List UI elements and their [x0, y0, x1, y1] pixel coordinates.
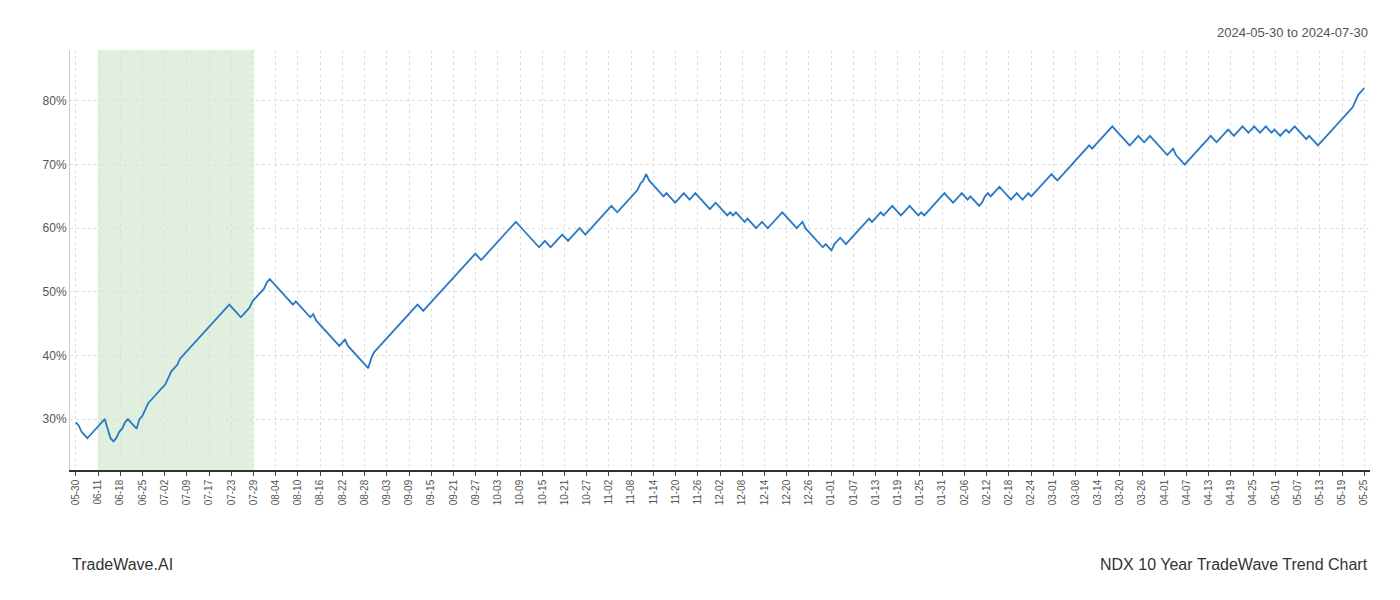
svg-text:05-19: 05-19 [1336, 479, 1347, 505]
svg-text:50%: 50% [43, 285, 67, 299]
svg-text:05-30: 05-30 [70, 479, 81, 505]
svg-text:11-26: 11-26 [692, 479, 703, 504]
svg-text:60%: 60% [43, 221, 67, 235]
svg-text:12-08: 12-08 [736, 479, 747, 505]
svg-text:06-11: 06-11 [92, 479, 103, 504]
svg-text:07-09: 07-09 [181, 479, 192, 505]
svg-text:07-23: 07-23 [226, 479, 237, 505]
svg-text:03-14: 03-14 [1092, 479, 1103, 505]
svg-text:03-01: 03-01 [1047, 479, 1058, 505]
svg-text:03-26: 03-26 [1136, 479, 1147, 505]
svg-text:04-07: 04-07 [1181, 479, 1192, 505]
svg-text:08-28: 08-28 [359, 479, 370, 505]
svg-text:05-07: 05-07 [1292, 479, 1303, 505]
svg-text:09-09: 09-09 [403, 479, 414, 505]
svg-text:04-01: 04-01 [1159, 479, 1170, 505]
svg-text:40%: 40% [43, 349, 67, 363]
svg-text:08-16: 08-16 [314, 479, 325, 505]
svg-text:08-10: 08-10 [292, 479, 303, 505]
svg-text:07-02: 07-02 [159, 479, 170, 505]
svg-text:01-01: 01-01 [825, 479, 836, 505]
svg-text:09-15: 09-15 [425, 479, 436, 505]
svg-text:11-02: 11-02 [603, 479, 614, 504]
svg-text:11-08: 11-08 [625, 479, 636, 504]
svg-text:09-27: 09-27 [470, 479, 481, 505]
svg-text:01-07: 01-07 [848, 479, 859, 505]
svg-text:12-14: 12-14 [759, 479, 770, 505]
svg-text:10-03: 10-03 [492, 479, 503, 505]
svg-text:08-22: 08-22 [337, 479, 348, 505]
svg-text:04-25: 04-25 [1247, 479, 1258, 505]
svg-text:02-24: 02-24 [1025, 479, 1036, 505]
svg-text:12-26: 12-26 [803, 479, 814, 505]
svg-text:02-18: 02-18 [1003, 479, 1014, 505]
svg-text:NDX 10 Year TradeWave Trend Ch: NDX 10 Year TradeWave Trend Chart [1100, 556, 1368, 573]
svg-text:70%: 70% [43, 158, 67, 172]
svg-text:11-14: 11-14 [648, 479, 659, 504]
svg-text:06-18: 06-18 [114, 479, 125, 505]
svg-text:01-19: 01-19 [892, 479, 903, 505]
svg-text:03-20: 03-20 [1114, 479, 1125, 505]
svg-text:04-13: 04-13 [1203, 479, 1214, 505]
svg-text:05-01: 05-01 [1270, 479, 1281, 505]
svg-text:08-04: 08-04 [270, 479, 281, 505]
svg-text:05-25: 05-25 [1358, 479, 1369, 505]
svg-text:01-25: 01-25 [914, 479, 925, 505]
svg-text:02-06: 02-06 [959, 479, 970, 505]
svg-text:12-02: 12-02 [714, 479, 725, 505]
svg-text:TradeWave.AI: TradeWave.AI [72, 556, 173, 573]
svg-text:03-08: 03-08 [1070, 479, 1081, 505]
svg-text:01-13: 01-13 [870, 479, 881, 505]
svg-text:04-19: 04-19 [1225, 479, 1236, 505]
svg-text:07-29: 07-29 [248, 479, 259, 505]
svg-text:12-20: 12-20 [781, 479, 792, 505]
svg-text:02-12: 02-12 [981, 479, 992, 505]
svg-text:10-27: 10-27 [581, 479, 592, 505]
svg-text:06-25: 06-25 [137, 479, 148, 505]
svg-text:80%: 80% [43, 94, 67, 108]
svg-text:09-21: 09-21 [448, 479, 459, 505]
svg-text:01-31: 01-31 [936, 479, 947, 505]
svg-text:10-15: 10-15 [537, 479, 548, 505]
svg-text:10-21: 10-21 [559, 479, 570, 505]
svg-text:11-20: 11-20 [670, 479, 681, 504]
svg-text:2024-05-30 to 2024-07-30: 2024-05-30 to 2024-07-30 [1217, 25, 1368, 40]
svg-text:07-17: 07-17 [203, 479, 214, 505]
svg-text:05-13: 05-13 [1314, 479, 1325, 505]
svg-text:30%: 30% [43, 412, 67, 426]
svg-text:10-09: 10-09 [514, 479, 525, 505]
svg-text:09-03: 09-03 [381, 479, 392, 505]
